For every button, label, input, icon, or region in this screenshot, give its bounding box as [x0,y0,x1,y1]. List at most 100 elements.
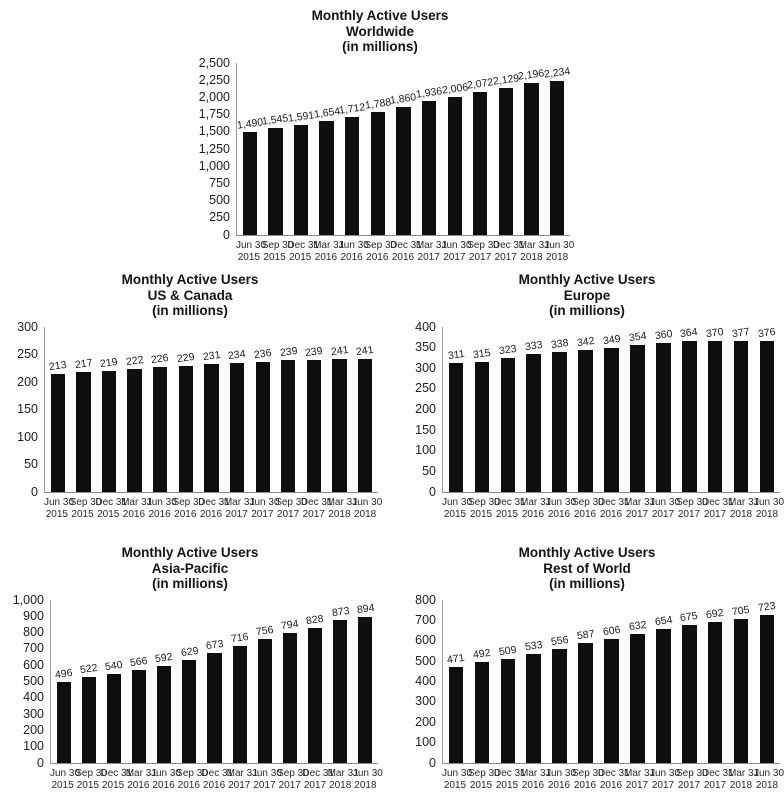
x-tick-label: Dec 31 2017 [702,496,734,521]
plot-column: 311 315 323 333 338 342 349 354 360 364 370 377 376 … [442,325,784,522]
y-tick-label: 350 [415,340,436,355]
bar [396,106,411,235]
x-tick-label: Jun 30 2017 [650,767,681,792]
y-tick-label: 0 [37,755,44,770]
x-tick-label: Sep 30 2017 [277,767,309,792]
bar-slot: 219 [96,327,122,492]
y-tick-label: 200 [415,714,436,729]
x-tick-label: Sep 30 2017 [467,239,499,264]
x-tick-label: Jun 30 2016 [146,496,177,521]
bar [370,111,386,235]
x-tick-label: Mar 31 2018 [326,496,358,521]
bar [319,120,334,235]
bar [759,340,775,492]
y-tick-label: 500 [415,653,436,668]
bar [473,91,488,235]
bar [578,642,593,763]
bar [204,364,219,492]
bar-value-label: 2,129 [492,72,520,88]
x-tick-label: Jun 30 2016 [546,767,577,792]
bar [81,677,96,763]
y-tick-label: 400 [415,674,436,688]
bar-slot: 2,006 [441,63,469,235]
bar-value-label: 239 [278,344,298,360]
bar-slot: 566 [126,600,151,763]
bar-slot: 828 [303,600,328,763]
y-tick-label: 700 [415,612,436,627]
bar-slot: 496 [51,600,76,763]
x-tick-label: Mar 31 2017 [223,496,255,521]
plot-area: 213 217 219 222 226 229 231 234 236 239 239 241 241 [44,326,378,493]
x-tick-label: Sep 30 2015 [468,496,500,521]
x-tick-label: Sep 30 2016 [572,496,604,521]
bar-value-label: 239 [304,344,324,360]
bar [733,340,749,492]
bar [345,116,360,235]
bar-value-label: 1,788 [364,95,392,112]
chart-body: 2,500 2,250 2,000 1,750 1,500 1,250 1,000 750 50… [190,56,575,265]
chart-title-line: (in millions) [152,303,228,318]
x-tick-label: Dec 31 2016 [201,767,234,792]
bar [526,653,541,763]
x-tick-label: Jun 30 2016 [546,496,577,521]
bar [56,681,71,763]
bar-slot: 794 [277,600,302,763]
y-tick-label: 250 [17,347,38,361]
bar [759,615,775,763]
bar-slot: 471 [443,600,469,763]
x-tick-label: Sep 30 2016 [172,496,205,521]
y-tick-label: 100 [415,443,436,458]
bar [332,358,347,492]
x-tick-label: Mar 31 2016 [520,767,552,792]
x-tick-label: Jun 30 2018 [754,496,784,521]
x-tick-label: Jun 30 2017 [251,767,282,792]
chart-title-line: Monthly Active Users [518,545,656,560]
y-tick-label: 200 [23,722,44,737]
bar [76,372,91,492]
x-axis: Jun 30 2015 Sep 30 2015 Dec 31 2015 Mar 31 2016… [442,767,784,793]
bar-slot: 1,545 [262,63,289,235]
plot-column: 471 492 509 533 556 587 606 632 654 675 692 705 723 … [442,599,784,793]
bar [733,618,749,763]
bar [306,360,322,492]
bar [474,361,490,492]
bar [656,629,671,763]
bar-value-label: 1,654 [312,104,341,121]
bar [257,639,272,763]
bar-value-label: 673 [205,637,225,652]
x-tick-label: Jun 30 2016 [150,767,181,792]
x-tick-label: Dec 31 2017 [702,767,734,792]
y-axis: 2,500 2,250 2,000 1,750 1,500 1,250 1,000 750 50… [190,56,236,242]
bar-slot: 241 [352,327,378,492]
chart-title-line: (in millions) [549,303,625,318]
x-tick-label: Mar 31 2018 [518,239,550,264]
bar [448,363,464,492]
bar-value-label: 1,490 [235,116,264,132]
bar-value-label: 360 [653,327,673,343]
plot-area: 311 315 323 333 338 342 349 354 360 364 370 377 376 [442,325,780,493]
x-tick-label: Dec 31 2017 [300,496,333,521]
bar-value-label: 226 [150,352,170,367]
y-tick-label: 400 [415,319,436,334]
bar [421,101,437,235]
bar-slot: 342 [573,327,599,492]
x-tick-label: Jun 30 2018 [544,239,575,264]
bar-slot: 587 [573,600,599,763]
bar-slot: 606 [599,600,625,763]
bar-value-label: 723 [757,600,777,615]
x-tick-label: Sep 30 2017 [676,496,708,521]
bar-slot: 226 [147,327,173,492]
bar-slot: 239 [301,327,327,492]
bar [448,666,464,763]
bar-value-label: 492 [472,647,492,662]
bar-value-label: 716 [230,630,250,645]
y-tick-label: 300 [415,360,436,375]
chart-body: 400 350 300 250 200 150 100 50 0 311 315 323 333 338… [394,320,784,522]
bar-value-label: 236 [253,346,273,361]
x-tick-label: Dec 31 2016 [598,496,630,521]
y-tick-label: 300 [415,694,436,709]
bar-value-label: 222 [125,354,145,369]
bar-slot: 376 [754,325,780,492]
bar-value-label: 217 [73,356,93,372]
y-tick-label: 2,500 [198,55,230,70]
